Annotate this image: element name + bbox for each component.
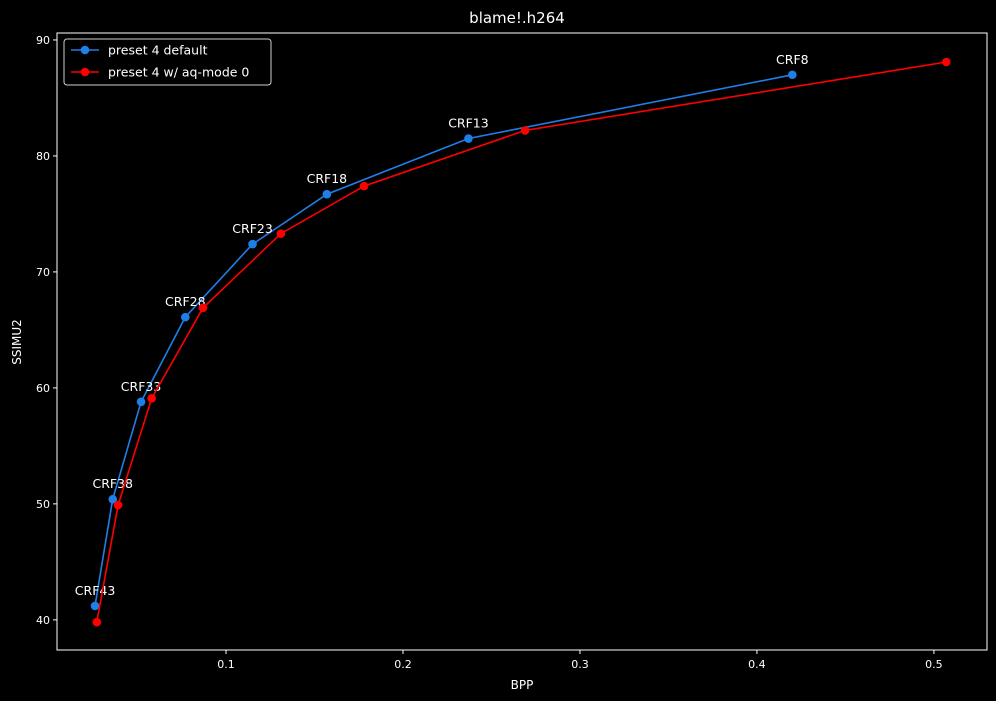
data-point [520, 126, 530, 135]
data-point [464, 134, 473, 143]
data-point [147, 394, 156, 403]
data-point [113, 500, 123, 510]
data-point [248, 239, 257, 249]
data-point [322, 189, 332, 199]
x-tick-label: 0.2 [394, 658, 412, 671]
x-tick-label: 0.3 [571, 658, 589, 671]
data-label: CRF43 [75, 583, 116, 598]
legend-marker [80, 45, 90, 55]
chart-title: blame!.h264 [469, 9, 565, 27]
data-point [136, 397, 146, 407]
legend-box [63, 38, 272, 86]
data-point [788, 70, 797, 80]
x-tick-label: 0.5 [925, 658, 943, 671]
axis-ticks: 0.1 0.2 0.3 0.4 0.5 40 50 60 70 80 90 [36, 34, 943, 671]
data-point [92, 617, 102, 627]
data-point [359, 181, 369, 191]
x-tick-label: 0.4 [748, 658, 766, 671]
y-tick-label: 90 [36, 34, 50, 47]
data-point [90, 601, 100, 611]
y-tick-label: 70 [36, 266, 50, 279]
data-point [181, 312, 190, 322]
legend: preset 4 default preset 4 w/ aq-mode 0 [63, 38, 272, 86]
y-axis-label: SSIMU2 [10, 319, 24, 365]
data-point [198, 303, 208, 313]
plot-frame [56, 32, 988, 651]
series-line [96, 61, 947, 623]
series-line [94, 74, 793, 607]
data-label: CRF33 [121, 379, 162, 394]
x-axis-label: BPP [511, 678, 534, 692]
legend-marker [80, 67, 90, 77]
data-point [941, 57, 951, 67]
data-label: CRF13 [448, 116, 489, 131]
data-label: CRF28 [165, 294, 206, 309]
data-label: CRF23 [232, 221, 273, 236]
legend-label: preset 4 default [108, 43, 208, 58]
data-label: CRF8 [776, 52, 809, 67]
y-tick-label: 60 [36, 382, 50, 395]
data-label: CRF18 [307, 171, 348, 186]
data-point [108, 494, 118, 504]
x-tick-label: 0.1 [217, 658, 235, 671]
legend-label: preset 4 w/ aq-mode 0 [108, 65, 249, 80]
y-tick-label: 50 [36, 498, 50, 511]
y-tick-label: 40 [36, 614, 50, 627]
data-point [276, 229, 286, 238]
y-tick-label: 80 [36, 150, 50, 163]
